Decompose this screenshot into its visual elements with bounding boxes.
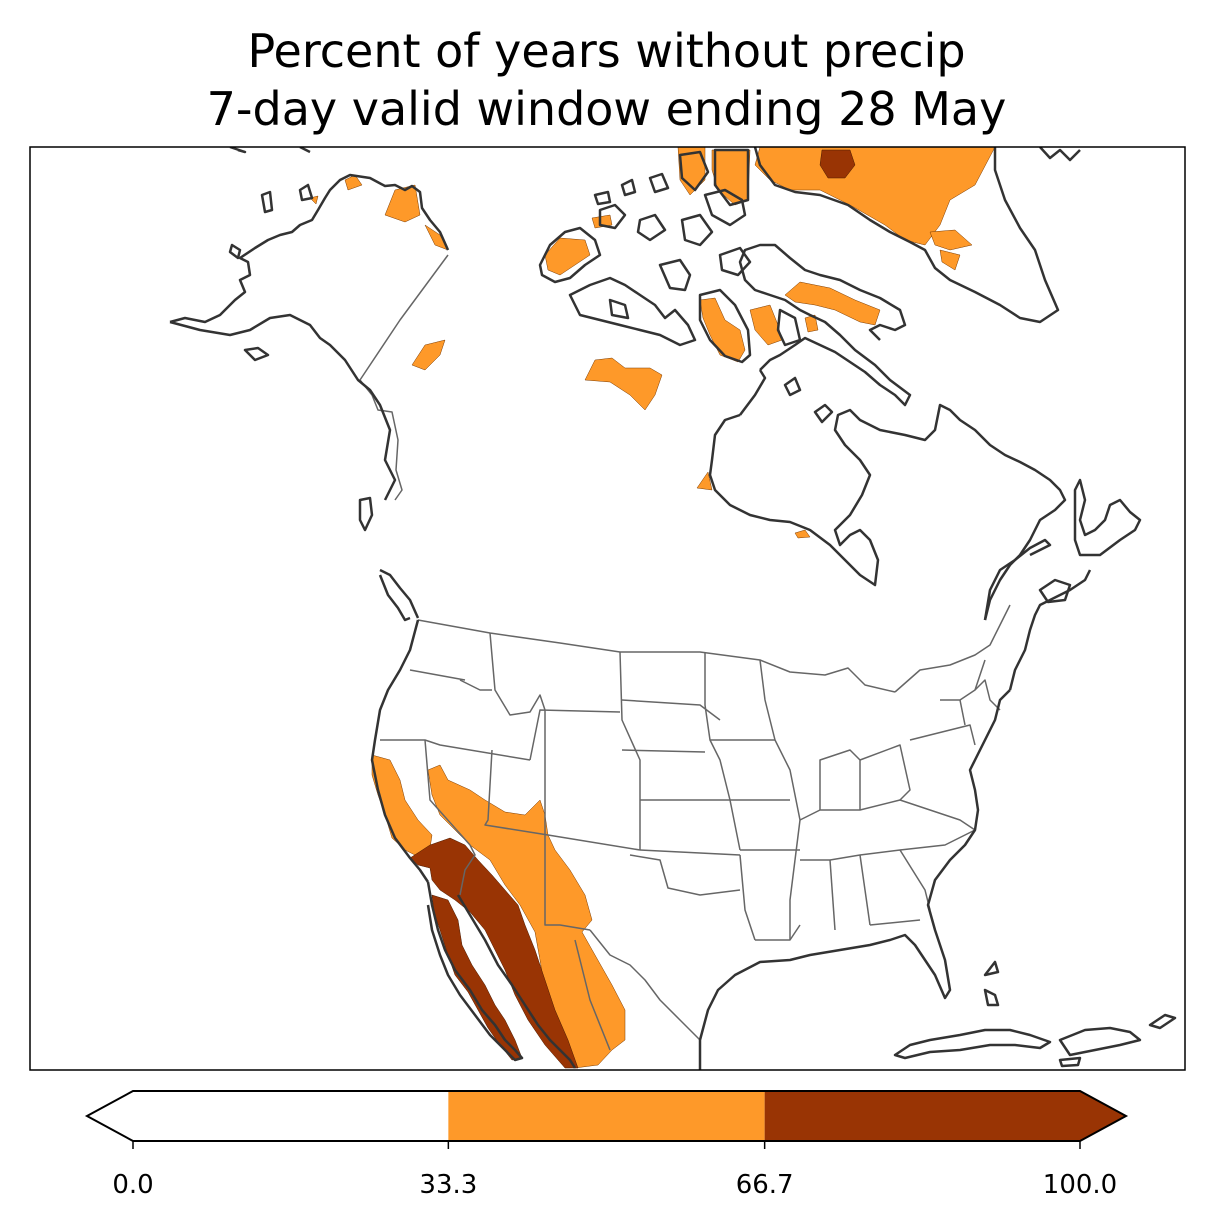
map-title-line-1: Percent of years without precip [247, 24, 966, 78]
colorbar [84, 1090, 1129, 1149]
colorbar-tick-label: 33.3 [419, 1170, 478, 1200]
map-title-line-2: 7-day valid window ending 28 May [206, 82, 1007, 136]
colorbar-tick-label: 66.7 [735, 1170, 794, 1200]
colorbar-tick-label: 0.0 [112, 1170, 154, 1200]
high-percent-regions [409, 149, 856, 1069]
map-content [169, 147, 1177, 1070]
colorbar-bin-0 [133, 1091, 449, 1141]
map-frame [29, 146, 1186, 1071]
colorbar-bin-2 [764, 1091, 1080, 1141]
coastlines [169, 147, 1177, 1070]
colorbar-tick-label: 100.0 [1042, 1170, 1118, 1200]
colorbar-extend-low [87, 1091, 133, 1141]
colorbar-extend-high [1080, 1091, 1126, 1141]
mid-percent-regions [309, 147, 996, 1069]
colorbar-bin-1 [448, 1091, 765, 1141]
